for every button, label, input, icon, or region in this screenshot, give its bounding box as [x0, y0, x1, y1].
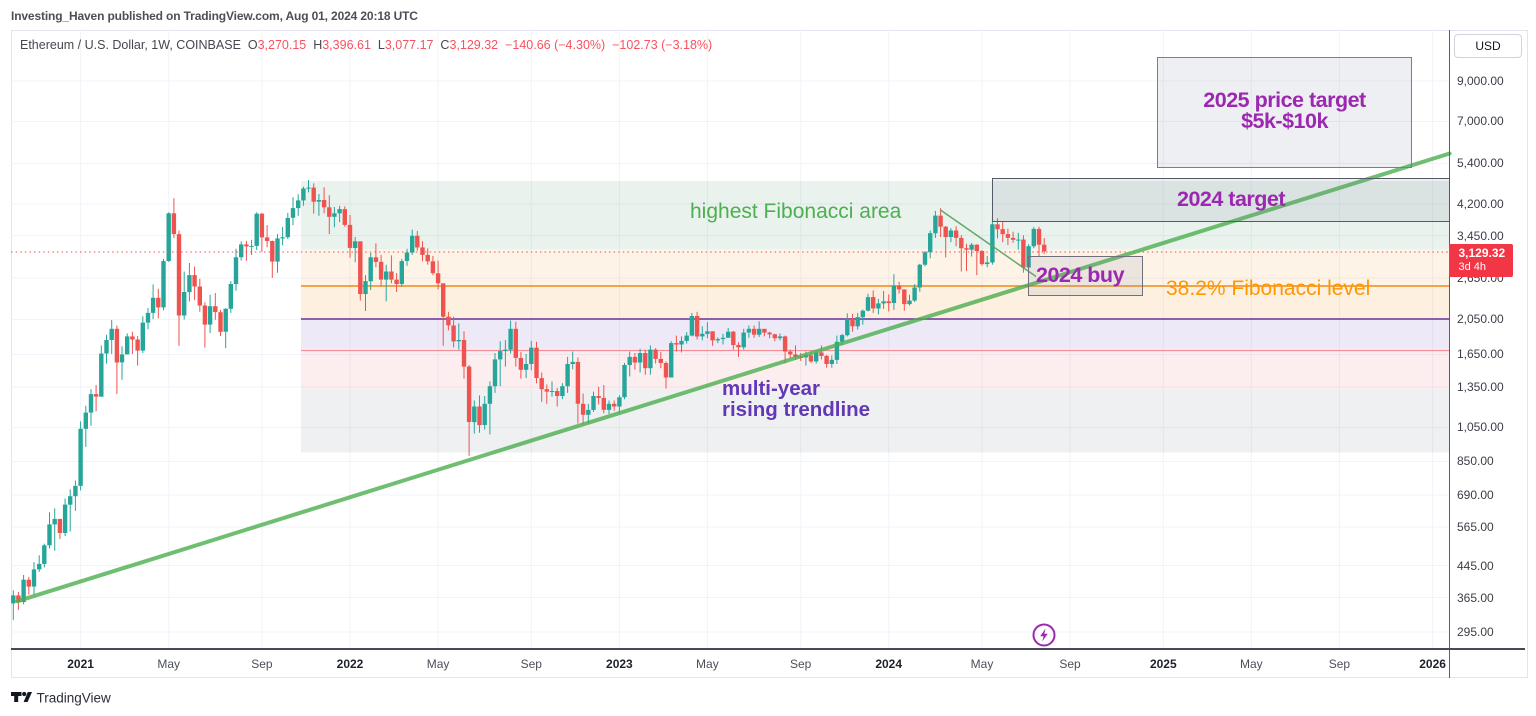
svg-text:TradingView: TradingView [37, 690, 112, 705]
